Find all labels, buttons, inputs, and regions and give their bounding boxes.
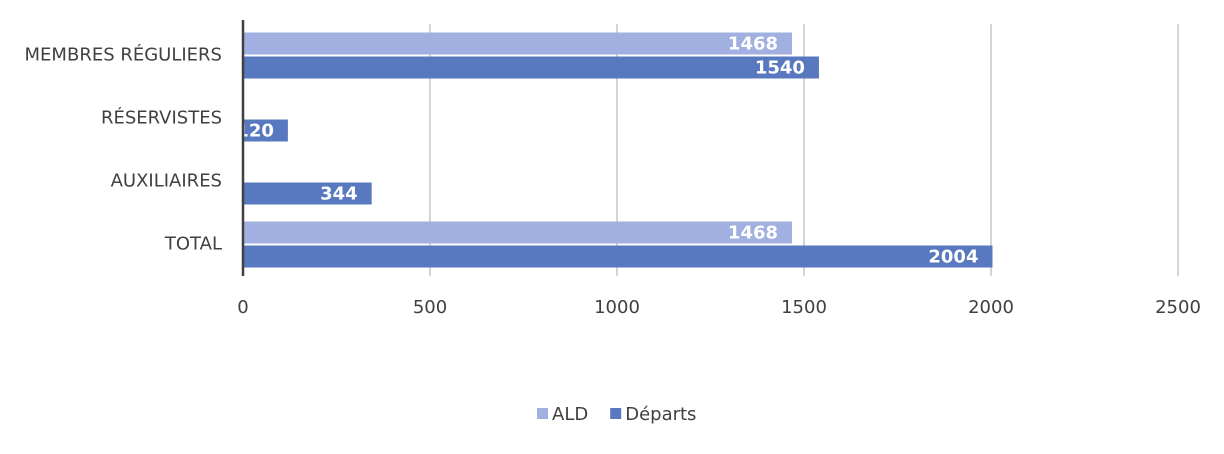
data-label: 1468: [728, 223, 778, 244]
bar: [243, 119, 288, 142]
category-label: RÉSERVISTES: [101, 107, 222, 129]
legend-swatch: [610, 408, 622, 419]
legend-label: ALD: [552, 404, 588, 425]
x-tick-label: 0: [237, 297, 248, 318]
x-tick-label: 1500: [781, 297, 827, 318]
data-label: 120: [236, 121, 274, 142]
bar: [243, 182, 372, 205]
category-label: AUXILIAIRES: [111, 171, 222, 192]
bar: [243, 56, 819, 79]
x-tick-label: 500: [413, 297, 447, 318]
bar: [243, 32, 793, 55]
legend-label: Départs: [625, 404, 696, 425]
bar: [243, 245, 993, 268]
legend-swatch: [537, 408, 548, 419]
category-label: MEMBRES RÉGULIERS: [25, 44, 222, 66]
data-label: 1468: [728, 34, 778, 55]
bar: [243, 221, 793, 244]
data-label: 2004: [928, 247, 978, 268]
x-tick-label: 1000: [594, 297, 640, 318]
data-label: 344: [320, 184, 358, 205]
data-label: 1540: [755, 58, 805, 79]
x-tick-label: 2500: [1155, 297, 1201, 318]
category-label: TOTAL: [164, 234, 222, 255]
x-tick-label: 2000: [968, 297, 1014, 318]
